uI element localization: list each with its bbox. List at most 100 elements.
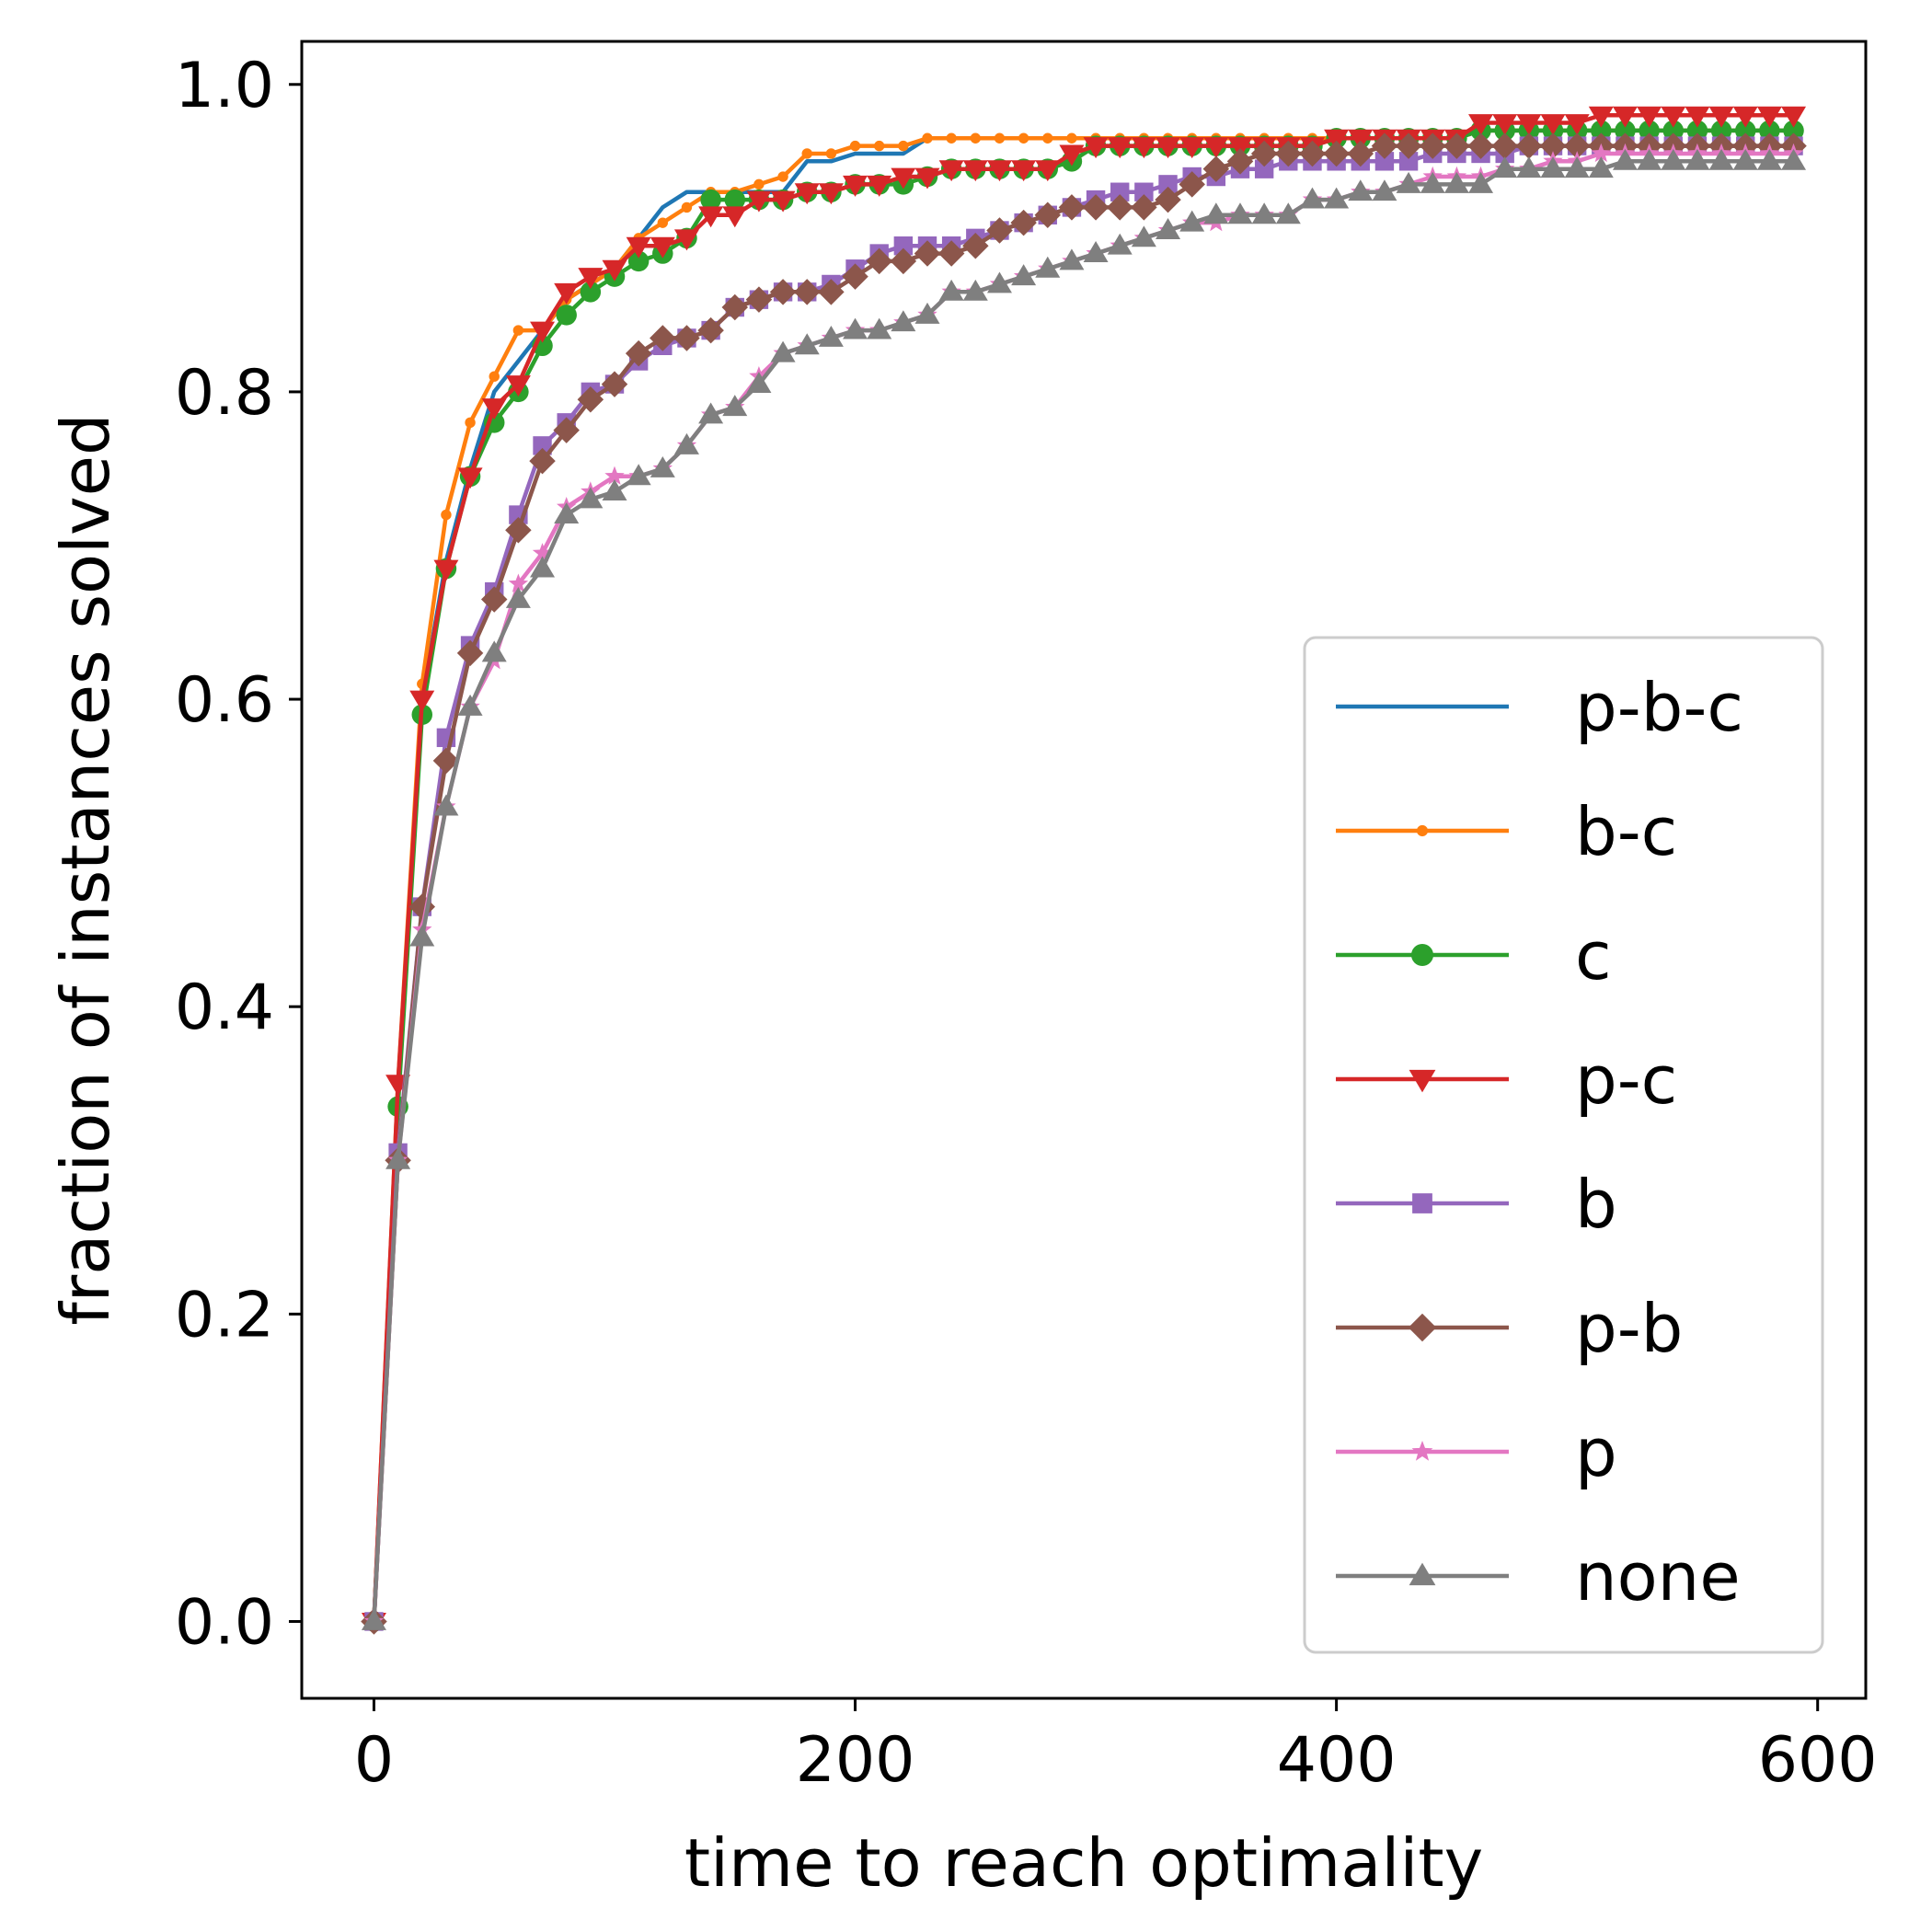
legend-item-b-c: b-c <box>1336 793 1677 870</box>
data-point <box>554 502 580 524</box>
data-point <box>433 794 459 816</box>
data-point <box>626 464 651 486</box>
data-point <box>1686 120 1708 142</box>
legend-label: b-c <box>1575 793 1677 870</box>
data-point <box>1156 137 1181 159</box>
data-point <box>914 240 941 267</box>
data-point <box>602 479 627 500</box>
data-point <box>1396 171 1421 193</box>
data-point <box>1781 106 1807 128</box>
data-point <box>1540 114 1566 136</box>
data-point <box>577 386 604 413</box>
legend-marker <box>1409 1562 1436 1586</box>
data-point <box>1708 148 1734 170</box>
data-point <box>1059 248 1085 270</box>
data-point <box>794 333 820 355</box>
data-point <box>1759 120 1780 142</box>
data-point <box>1588 106 1614 128</box>
data-point <box>1011 160 1037 182</box>
data-point <box>801 148 812 159</box>
data-point <box>432 747 460 775</box>
data-point <box>986 160 1012 182</box>
data-point <box>1734 120 1756 142</box>
data-point <box>818 279 845 305</box>
data-point <box>1082 194 1110 221</box>
data-point <box>745 286 773 313</box>
data-point <box>1227 202 1253 224</box>
data-point <box>1134 182 1154 201</box>
data-point <box>1250 140 1278 167</box>
data-point <box>1708 106 1734 128</box>
data-point <box>465 417 476 429</box>
data-point <box>994 132 1006 144</box>
data-point <box>922 132 933 144</box>
data-point <box>970 132 982 144</box>
data-point <box>553 417 580 443</box>
data-point <box>627 250 650 272</box>
data-point <box>1203 202 1229 224</box>
y-axis-label: fraction of instances solved <box>47 413 124 1325</box>
data-point <box>818 183 844 205</box>
data-point <box>697 316 724 344</box>
data-point <box>1540 156 1566 178</box>
data-point <box>385 1147 411 1169</box>
data-point <box>650 236 675 259</box>
data-point <box>914 302 940 324</box>
data-point <box>1323 140 1350 167</box>
data-point <box>1034 201 1062 229</box>
data-point <box>1227 137 1253 159</box>
x-tick-label: 600 <box>1758 1724 1878 1797</box>
data-point <box>481 640 507 662</box>
legend-label: p-c <box>1575 1041 1677 1119</box>
data-point <box>1374 152 1395 171</box>
data-point <box>1564 114 1590 136</box>
data-point <box>1156 217 1181 239</box>
data-point <box>1347 140 1374 167</box>
plot-area <box>361 106 1807 1635</box>
data-point <box>818 325 844 347</box>
legend-label: p-b <box>1575 1290 1683 1367</box>
legend-label: p <box>1575 1414 1617 1491</box>
data-point <box>456 639 484 667</box>
data-point <box>1637 106 1662 128</box>
data-point <box>1783 120 1804 142</box>
data-point <box>1203 137 1229 159</box>
data-point <box>1179 137 1205 159</box>
data-point <box>1637 148 1662 170</box>
data-point <box>1083 137 1109 159</box>
data-point <box>1515 132 1543 159</box>
data-point <box>1564 156 1590 178</box>
data-point <box>1612 148 1638 170</box>
data-point <box>1756 148 1782 170</box>
data-point <box>1467 132 1494 159</box>
x-tick-label: 200 <box>796 1724 915 1797</box>
data-point <box>1588 156 1614 178</box>
data-point <box>1516 156 1542 178</box>
data-point <box>1661 148 1686 170</box>
data-point <box>962 279 988 301</box>
legend-label: none <box>1575 1538 1741 1616</box>
data-point <box>1732 148 1758 170</box>
legend-marker <box>1411 1441 1433 1461</box>
data-point <box>657 217 669 228</box>
legend-marker <box>1411 944 1433 966</box>
data-point <box>898 140 909 152</box>
legend: p-b-c b-c c p-c b p-b p none <box>1303 636 1824 1654</box>
data-point <box>746 372 772 394</box>
data-point <box>1395 132 1422 159</box>
data-point <box>777 171 788 182</box>
data-point <box>1492 114 1518 136</box>
data-point <box>480 586 508 613</box>
data-point <box>1251 202 1277 224</box>
legend-marker <box>1408 1313 1437 1342</box>
data-point <box>578 268 604 290</box>
data-point <box>946 132 957 144</box>
data-point <box>849 140 861 152</box>
data-point <box>1419 132 1446 159</box>
plot-frame <box>300 40 1868 1700</box>
legend-item-none: none <box>1336 1538 1741 1616</box>
data-point <box>505 586 531 608</box>
data-point <box>361 1608 386 1630</box>
data-point <box>433 559 459 581</box>
